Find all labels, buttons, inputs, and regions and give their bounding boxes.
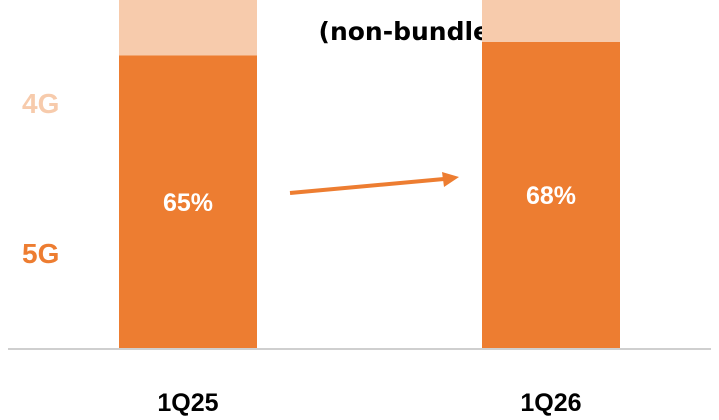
arrow-head-icon — [442, 172, 459, 187]
bar-segment-5g-1q25 — [119, 55, 257, 348]
legend-label-5g: 5G — [22, 238, 59, 269]
bar-label-5g-1q26: 68% — [526, 182, 576, 210]
bars-group: 65% 68% — [119, 0, 620, 348]
category-label-1q25: 1Q25 — [157, 389, 218, 417]
category-labels: 1Q25 1Q26 — [157, 389, 581, 417]
chart-subtitle: (non-bundle) — [319, 17, 502, 46]
legend-label-4g: 4G — [22, 88, 59, 119]
category-label-1q26: 1Q26 — [520, 389, 581, 417]
bar-segment-4g-1q26 — [482, 0, 620, 42]
bar-label-5g-1q25: 65% — [163, 189, 213, 217]
increase-arrow — [289, 172, 459, 195]
bar-segment-4g-1q25 — [119, 0, 257, 56]
bar-segment-5g-1q26 — [482, 42, 620, 348]
arrow-shaft — [289, 177, 445, 195]
